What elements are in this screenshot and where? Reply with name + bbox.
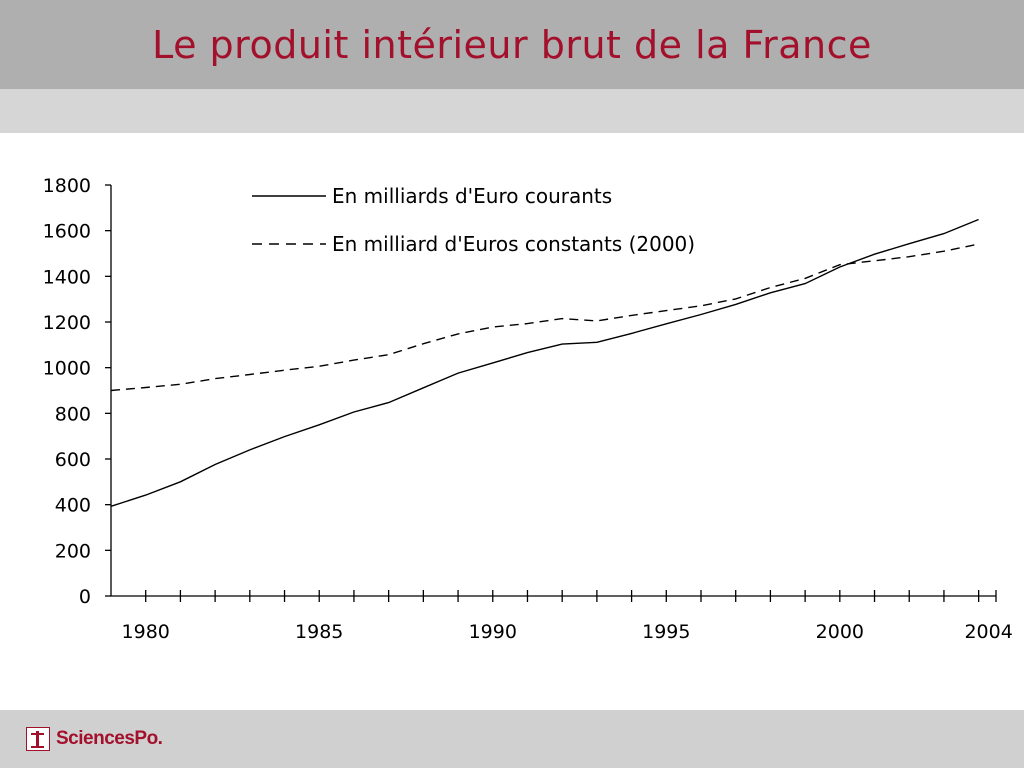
- title-band: Le produit intérieur brut de la France: [0, 0, 1024, 89]
- chart-lines: [110, 218, 979, 507]
- sciencespo-logo: SciencesPo.: [26, 727, 163, 751]
- x-tick-label: 2000: [816, 621, 864, 643]
- footer-band: SciencesPo.: [0, 710, 1024, 768]
- x-tick-label: 1980: [122, 621, 170, 643]
- chart-legend: En milliards d'Euro courants En milliard …: [252, 184, 695, 256]
- series-line-2: [110, 243, 979, 392]
- series-line-1: [110, 218, 979, 507]
- legend-label-2: En milliard d'Euros constants (2000): [332, 232, 695, 256]
- y-tick-label: 400: [55, 495, 91, 517]
- logo-text: SciencesPo.: [56, 728, 163, 749]
- y-tick-label: 1000: [43, 358, 91, 380]
- y-tick-label: 1400: [43, 266, 91, 288]
- gdp-line-chart: 0 200 400 600 800 1000 1200 1400 1600 1800 1980 198…: [43, 175, 1013, 643]
- slide-title: Le produit intérieur brut de la France: [152, 22, 872, 67]
- x-tick-label: 2004: [964, 621, 1012, 643]
- x-tick-label: 1995: [642, 621, 690, 643]
- y-tick-label: 1800: [43, 175, 91, 197]
- y-tick-label: 600: [55, 449, 91, 471]
- y-tick-label: 200: [55, 540, 91, 562]
- y-tick-label: 800: [55, 403, 91, 425]
- legend-label-1: En milliards d'Euro courants: [332, 184, 612, 208]
- chart-axes: 0 200 400 600 800 1000 1200 1400 1600 1800 1980 198…: [43, 175, 1013, 643]
- sciencespo-emblem-icon: [26, 727, 50, 751]
- x-tick-label: 1990: [469, 621, 517, 643]
- y-tick-label: 1200: [43, 312, 91, 334]
- subtitle-band: [0, 89, 1024, 133]
- x-tick-label: 1985: [295, 621, 343, 643]
- y-tick-label: 1600: [43, 221, 91, 243]
- y-tick-label: 0: [79, 586, 91, 608]
